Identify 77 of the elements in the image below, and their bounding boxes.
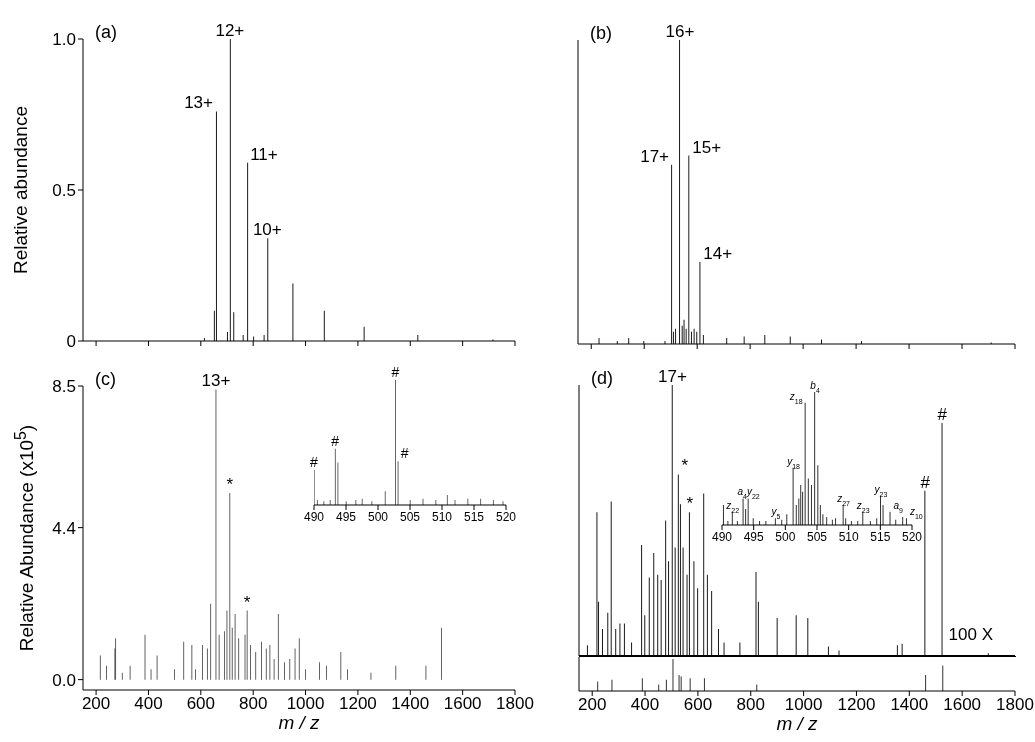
annotation: y$_{23}$ (873, 483, 888, 498)
x-tick-label: 1800 (996, 695, 1034, 715)
x-tick-label: 1600 (443, 694, 482, 714)
x-tick-label: 1600 (943, 695, 982, 715)
x-tick-label: 515 (463, 509, 485, 524)
annotation: 11+ (250, 144, 278, 164)
x-tick-label: 400 (630, 695, 660, 715)
x-tick-label: 1000 (784, 695, 823, 715)
x-tick-label: 490 (303, 509, 325, 524)
x-tick-label: 500 (775, 529, 796, 544)
annotation: 13+ (201, 371, 231, 391)
chart-title: (d) (591, 368, 613, 388)
x-tick-label: 500 (367, 509, 389, 524)
x-tick-label: 495 (335, 509, 357, 524)
annotation: y$_{18}$ (786, 455, 801, 470)
annotation: z$_{23}$ (855, 499, 870, 514)
x-axis-title: m / z (775, 713, 819, 734)
chart-title: (a) (95, 22, 117, 42)
annotation: # (391, 364, 400, 380)
annotation: # (920, 472, 931, 492)
x-tick-label: 490 (711, 529, 733, 544)
x-tick-label: 510 (431, 509, 453, 524)
x-tick-label: 1200 (339, 694, 377, 714)
annotation: b$_{4}$ (810, 380, 820, 394)
annotation: z$_{18}$ (788, 390, 803, 405)
y-tick-label: 8.5 (52, 377, 76, 397)
y-tick-label: 0.0 (52, 670, 76, 690)
chart-title: (b) (590, 23, 612, 43)
chart-title: (c) (95, 369, 116, 389)
annotation: 100 X (948, 625, 993, 644)
annotation: * (226, 475, 234, 495)
x-tick-label: 200 (81, 694, 111, 714)
x-axis-title: m / z (277, 712, 321, 733)
x-tick-label: 1400 (391, 694, 430, 714)
x-tick-label: 800 (238, 694, 268, 714)
annotation: # (331, 432, 340, 449)
annotation: # (310, 454, 319, 470)
x-tick-label: 495 (743, 529, 764, 544)
y-tick-label: 0.5 (52, 181, 76, 201)
annotation: * (686, 494, 694, 514)
annotation: a$_{4}$y$_{22}$ (737, 486, 760, 500)
x-tick-label: 510 (838, 529, 859, 544)
annotation: 17+ (658, 367, 688, 386)
x-tick-label: 800 (736, 695, 765, 715)
x-tick-label: 400 (134, 694, 163, 714)
annotation: 17+ (640, 146, 670, 166)
x-tick-label: 505 (806, 529, 828, 544)
x-tick-label: 520 (901, 529, 923, 544)
annotation: y$_{5}$ (770, 506, 781, 520)
annotation: 16+ (665, 22, 695, 41)
annotation: # (400, 445, 409, 462)
y-tick-label: 1.0 (52, 30, 76, 50)
annotation: 13+ (184, 93, 214, 113)
x-tick-label: 1200 (837, 695, 876, 715)
y-tick-label: 4.4 (52, 518, 76, 538)
annotation: a$_{9}$ (893, 499, 904, 514)
x-tick-label: 515 (870, 529, 891, 544)
annotation: * (243, 592, 251, 612)
x-tick-label: 600 (683, 695, 713, 715)
annotation: z$_{27}$ (836, 493, 851, 507)
x-tick-label: 1000 (286, 694, 325, 714)
annotation: 15+ (692, 137, 722, 157)
x-tick-label: 1800 (496, 694, 534, 714)
x-tick-label: 1400 (890, 695, 929, 715)
annotation: 12+ (215, 21, 245, 40)
y-axis-title: Relative abundance (10, 105, 32, 276)
annotation: 10+ (252, 220, 282, 240)
annotation: * (681, 456, 689, 476)
x-tick-label: 520 (495, 509, 517, 524)
annotation: z$_{22}$ (725, 499, 740, 514)
annotation: # (937, 404, 948, 424)
x-tick-label: 600 (186, 694, 216, 714)
annotation: z$_{10}$ (908, 506, 923, 520)
y-tick-label: 0 (66, 332, 76, 352)
x-tick-label: 200 (578, 695, 607, 715)
annotation: 14+ (703, 243, 733, 263)
x-tick-label: 505 (399, 509, 421, 524)
